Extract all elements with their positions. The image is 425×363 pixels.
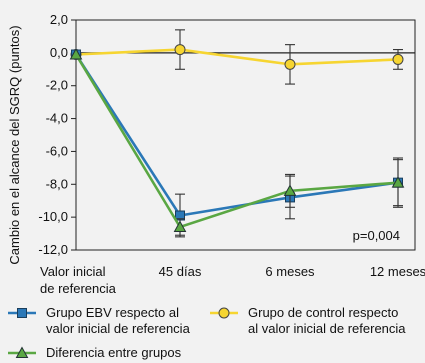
y-tick-label: -12,0 [38,242,68,257]
legend-label: valor inicial de referencia [46,321,191,336]
x-tick-label: 12 meses [370,264,425,279]
x-tick-label: 45 días [159,264,202,279]
legend-label: Diferencia entre grupos [46,345,182,360]
data-point [391,176,405,188]
legend-marker [218,307,230,319]
series-line [74,53,399,229]
series-line [75,48,399,66]
data-point [283,184,297,196]
data-point [284,58,296,70]
y-axis-label: Cambio en el alcance del SGRQ (puntos) [7,25,22,264]
y-tick-label: -6,0 [46,143,68,158]
legend-item-2: Diferencia entre grupos [8,345,182,360]
legend-marker [17,308,27,318]
data-point [174,44,186,56]
y-tick-label: -4,0 [46,111,68,126]
x-tick-label: Valor inicial [40,264,106,279]
y-tick-label: -2,0 [46,78,68,93]
series-1 [70,29,404,85]
data-point [69,47,83,60]
y-tick-label: -10,0 [38,209,68,224]
plot-frame [75,19,416,251]
y-tick-label: 0,0 [50,45,68,60]
y-tick-label: 2,0 [50,12,68,27]
p-value-annotation: p=0,004 [353,228,400,243]
legend-marker [15,346,29,358]
x-tick-label: de referencia [40,281,117,296]
y-tick-label: -8,0 [46,176,68,191]
series-2 [69,47,405,236]
series-line [74,53,399,217]
legend-label: Grupo EBV respecto al [46,305,179,320]
data-point [173,220,187,232]
series-layer [69,29,405,238]
legend-label: al valor inicial de referencia [248,321,406,336]
legend-label: Grupo de control respecto [248,305,398,320]
x-tick-label: 6 meses [265,264,315,279]
data-point [392,53,404,65]
